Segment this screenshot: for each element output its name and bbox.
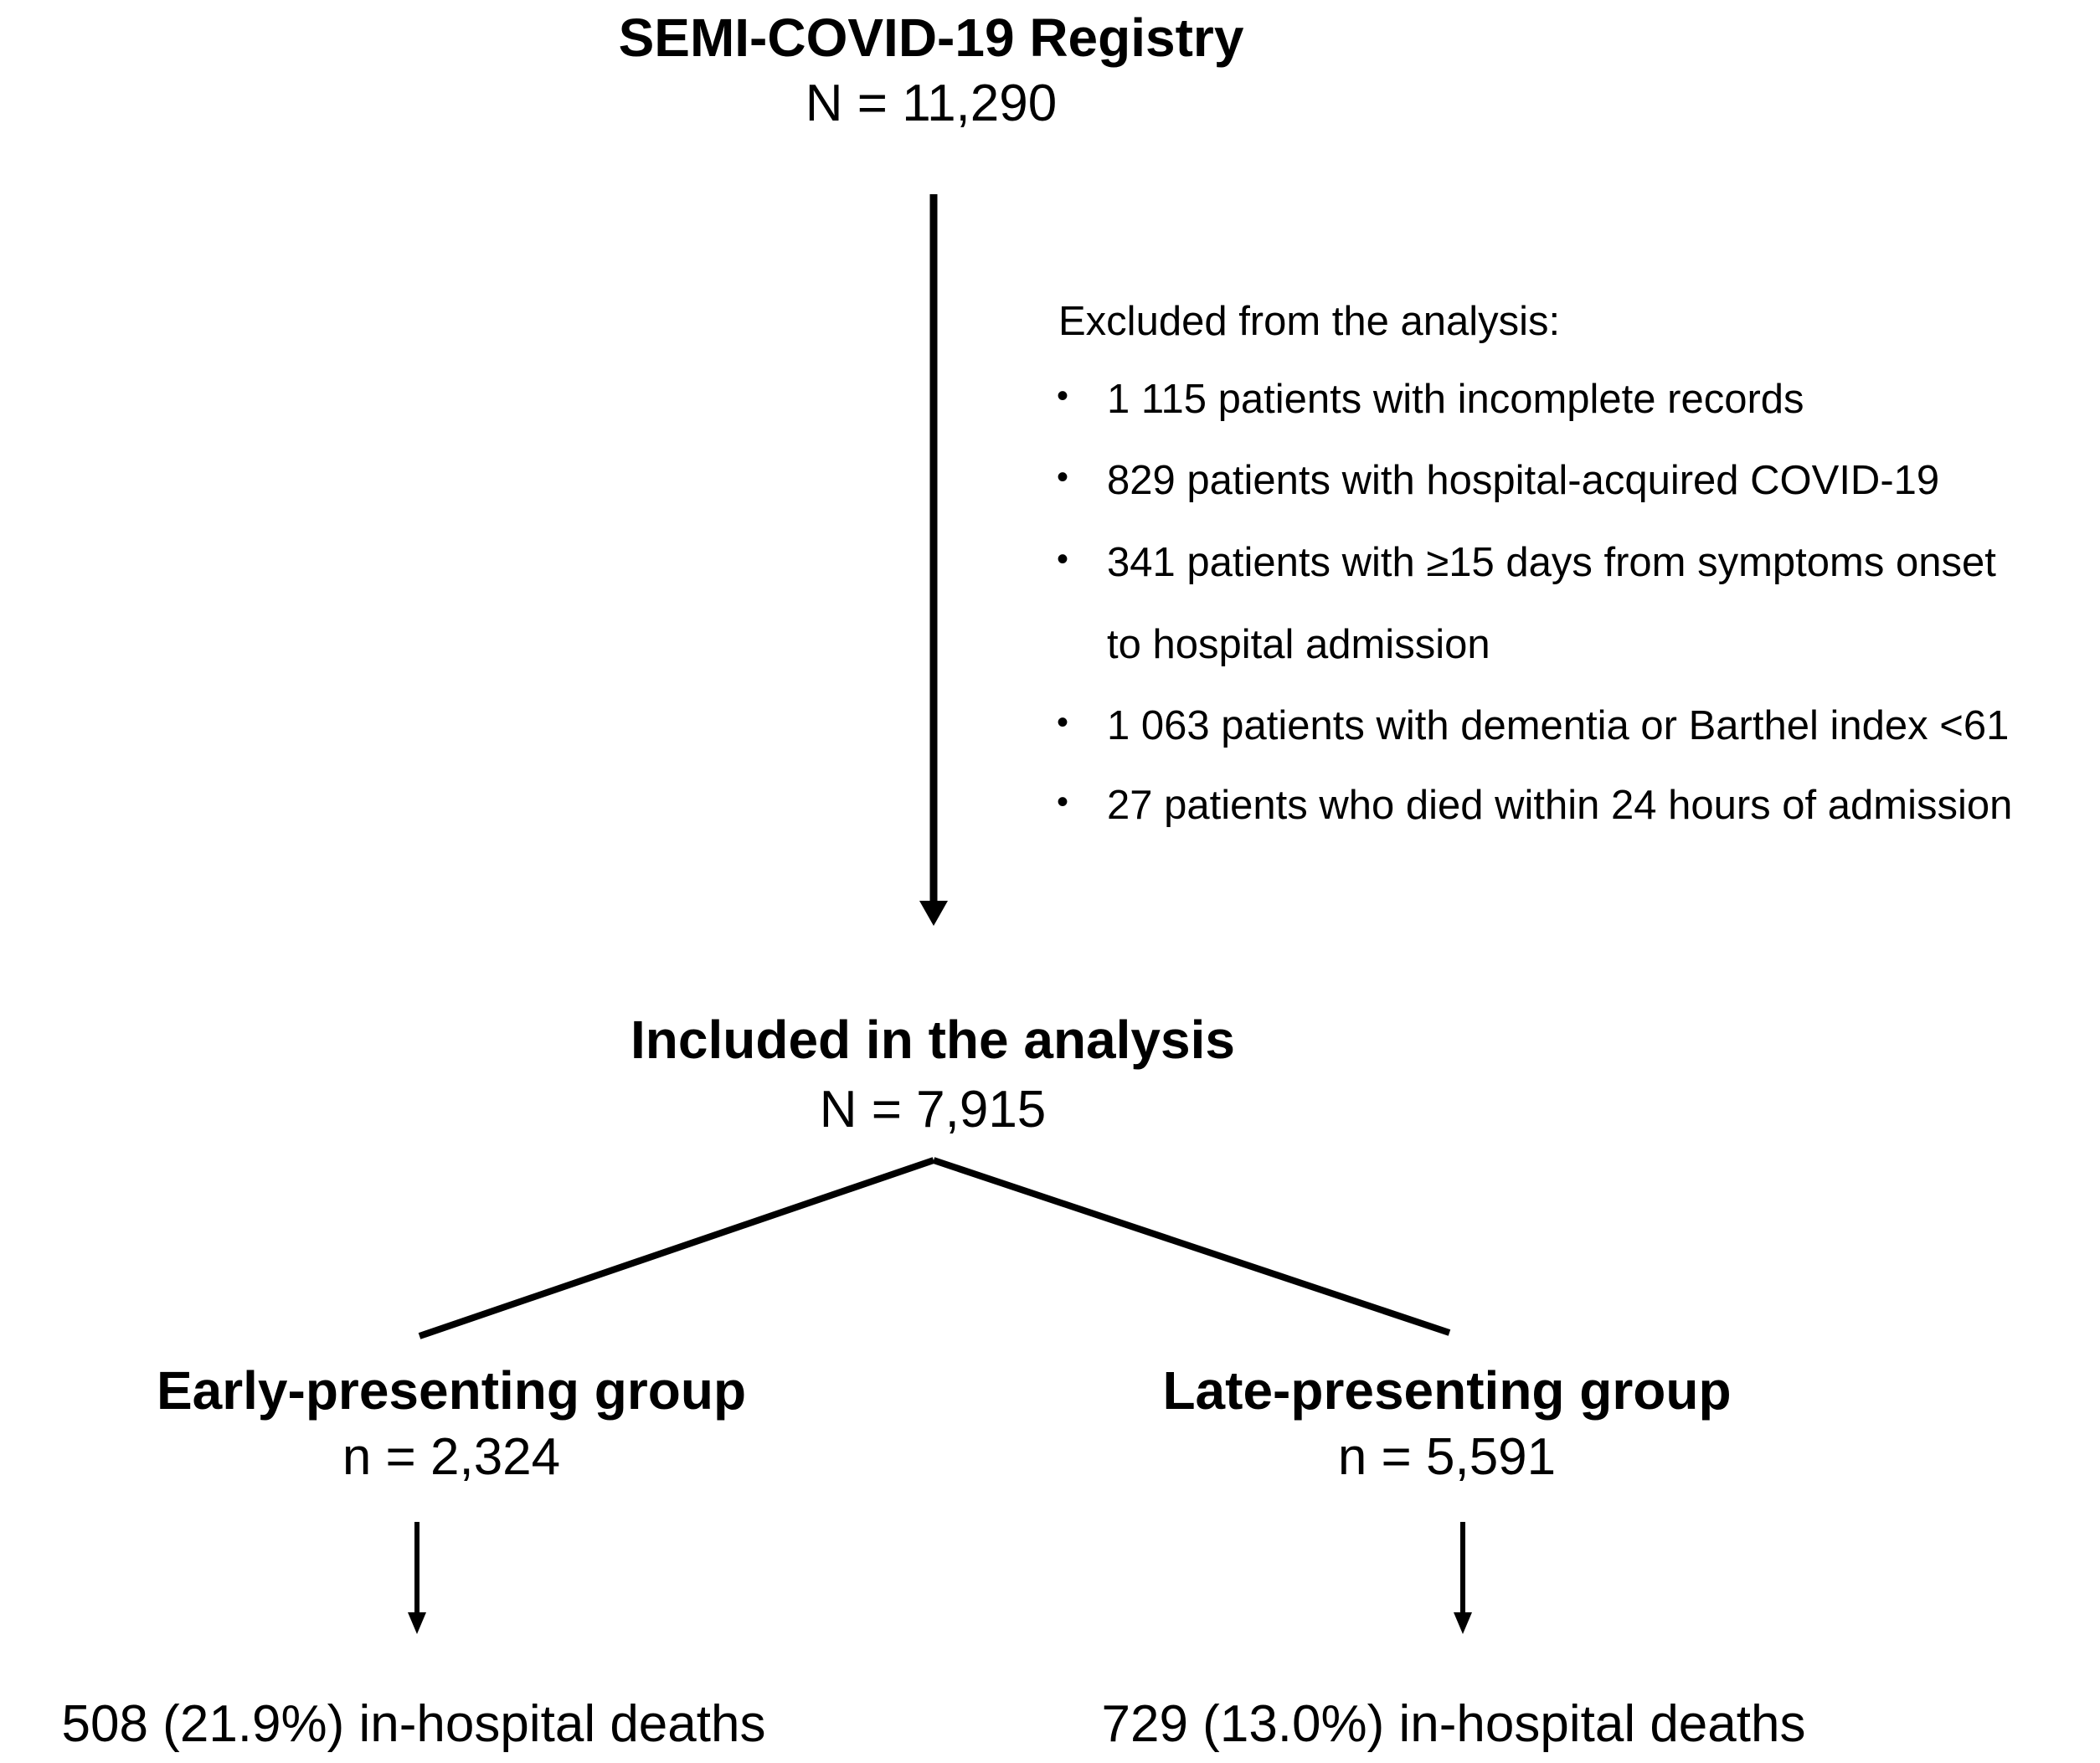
late-group-count: n = 5,591 xyxy=(1337,1428,1557,1486)
included-count: N = 7,915 xyxy=(819,1081,1047,1138)
bullet-icon: • xyxy=(1057,704,1069,741)
main-down-arrow-icon xyxy=(919,194,948,926)
late-group-title: Late-presenting group xyxy=(1162,1360,1732,1421)
early-group-title: Early-presenting group xyxy=(156,1360,747,1421)
exclusion-text: 1 115 patients with incomplete records xyxy=(1107,377,1804,422)
exclusion-text: 341 patients with ≥15 days from symptoms… xyxy=(1107,540,1996,585)
late-outcome-arrow-icon xyxy=(1454,1522,1472,1634)
late-group-outcome: 729 (13.0%) in-hospital deaths xyxy=(1101,1695,1806,1753)
bullet-icon: • xyxy=(1057,459,1069,496)
registry-title: SEMI-COVID-19 Registry xyxy=(618,8,1244,68)
early-group-count: n = 2,324 xyxy=(342,1428,561,1486)
included-title: Included in the analysis xyxy=(631,1010,1235,1070)
exclusion-text: 27 patients who died within 24 hours of … xyxy=(1107,783,2013,828)
bullet-icon: • xyxy=(1057,784,1069,820)
early-outcome-arrow-icon xyxy=(408,1522,426,1634)
bullet-icon: • xyxy=(1057,378,1069,414)
exclusion-text-continued: to hospital admission xyxy=(1107,622,1490,667)
exclusions-heading: Excluded from the analysis: xyxy=(1058,299,1561,344)
branch-split-lines xyxy=(418,1157,1451,1339)
bullet-icon: • xyxy=(1057,541,1069,578)
exclusion-text: 1 063 patients with dementia or Barthel … xyxy=(1107,703,2010,748)
exclusion-text: 829 patients with hospital-acquired COVI… xyxy=(1107,458,1940,503)
registry-count: N = 11,290 xyxy=(805,75,1058,132)
early-group-outcome: 508 (21.9%) in-hospital deaths xyxy=(61,1695,766,1753)
